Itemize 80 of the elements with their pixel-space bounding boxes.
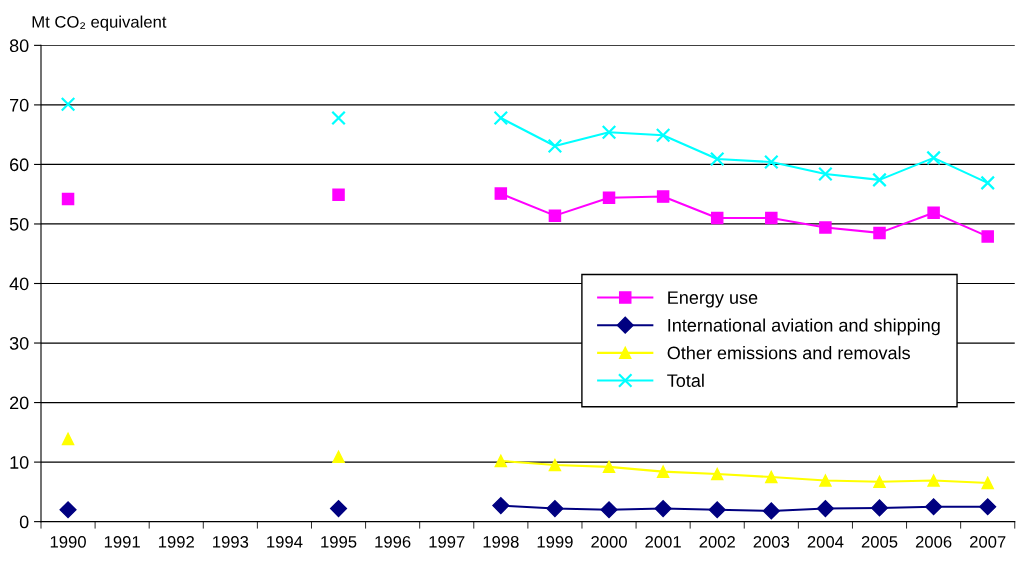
- x-tick-label: 2006: [915, 535, 952, 548]
- point: [816, 499, 834, 518]
- point: [654, 499, 672, 518]
- y-tick-label: 60: [10, 158, 29, 172]
- point: [873, 226, 886, 240]
- point: [710, 211, 724, 225]
- point: [329, 499, 348, 518]
- legend-label: Total: [667, 373, 704, 387]
- x-tick-label: 1990: [50, 535, 86, 548]
- legend-label: Other emissions and removals: [667, 346, 910, 360]
- point: [927, 474, 940, 487]
- point: [762, 502, 780, 520]
- point: [819, 221, 832, 234]
- x-tick-label: 1997: [429, 535, 465, 548]
- x-tick-label: 2007: [970, 535, 1006, 548]
- point: [927, 206, 940, 219]
- point: [656, 465, 670, 478]
- legend-label: International aviation and shipping: [668, 318, 940, 336]
- point: [765, 211, 778, 225]
- x-tick-label: 1993: [213, 535, 249, 548]
- point: [546, 499, 564, 518]
- point: [709, 151, 725, 167]
- y-tick-label: 70: [10, 98, 29, 112]
- x-tick-label: 2002: [699, 535, 735, 548]
- point: [600, 501, 618, 519]
- legend-label: Energy use: [668, 291, 758, 308]
- y-tick-label: 0: [19, 515, 29, 529]
- y-tick-label: 40: [9, 277, 29, 291]
- point: [980, 175, 996, 191]
- point: [818, 166, 833, 182]
- y-tick-label: 10: [10, 456, 29, 469]
- point: [981, 476, 994, 490]
- point: [60, 96, 76, 112]
- point: [763, 154, 779, 170]
- point: [59, 501, 77, 519]
- y-tick-label: 80: [9, 39, 29, 53]
- y-tick-label: 20: [10, 396, 29, 410]
- point: [494, 454, 508, 468]
- y-tick-label: 30: [9, 336, 29, 350]
- x-tick-label: 1999: [537, 535, 573, 548]
- point: [332, 450, 345, 463]
- point: [926, 150, 941, 166]
- point: [602, 191, 616, 205]
- x-tick-label: 2003: [753, 535, 790, 548]
- x-tick-label: 2001: [645, 535, 681, 548]
- x-tick-label: 1992: [158, 535, 194, 548]
- point: [494, 187, 508, 200]
- point: [819, 474, 832, 487]
- point: [765, 470, 778, 484]
- x-tick-label: 1998: [483, 535, 519, 548]
- point: [656, 190, 670, 203]
- point: [548, 209, 562, 222]
- x-tick-label: 2005: [861, 535, 898, 548]
- point: [61, 192, 75, 206]
- point: [601, 124, 617, 140]
- x-tick-label: 2000: [591, 535, 627, 548]
- point: [870, 499, 889, 517]
- point: [492, 497, 510, 515]
- point: [873, 475, 886, 489]
- point: [602, 460, 616, 474]
- point: [547, 138, 563, 154]
- y-axis-title: Mt CO₂ equivalent: [32, 15, 167, 32]
- point: [331, 110, 346, 126]
- point: [61, 432, 75, 446]
- point: [872, 172, 887, 188]
- x-tick-label: 1996: [375, 535, 411, 548]
- point: [708, 501, 726, 519]
- x-tick-label: 1995: [321, 535, 357, 548]
- point: [979, 498, 997, 516]
- point: [981, 230, 994, 243]
- point: [493, 110, 509, 126]
- x-tick-label: 1994: [267, 535, 303, 548]
- point: [710, 467, 724, 481]
- x-tick-label: 2004: [807, 535, 844, 548]
- point: [548, 458, 562, 472]
- point: [655, 127, 671, 143]
- point: [332, 188, 345, 202]
- point: [925, 498, 943, 516]
- y-tick-label: 50: [9, 217, 29, 231]
- x-tick-label: 1991: [104, 535, 140, 548]
